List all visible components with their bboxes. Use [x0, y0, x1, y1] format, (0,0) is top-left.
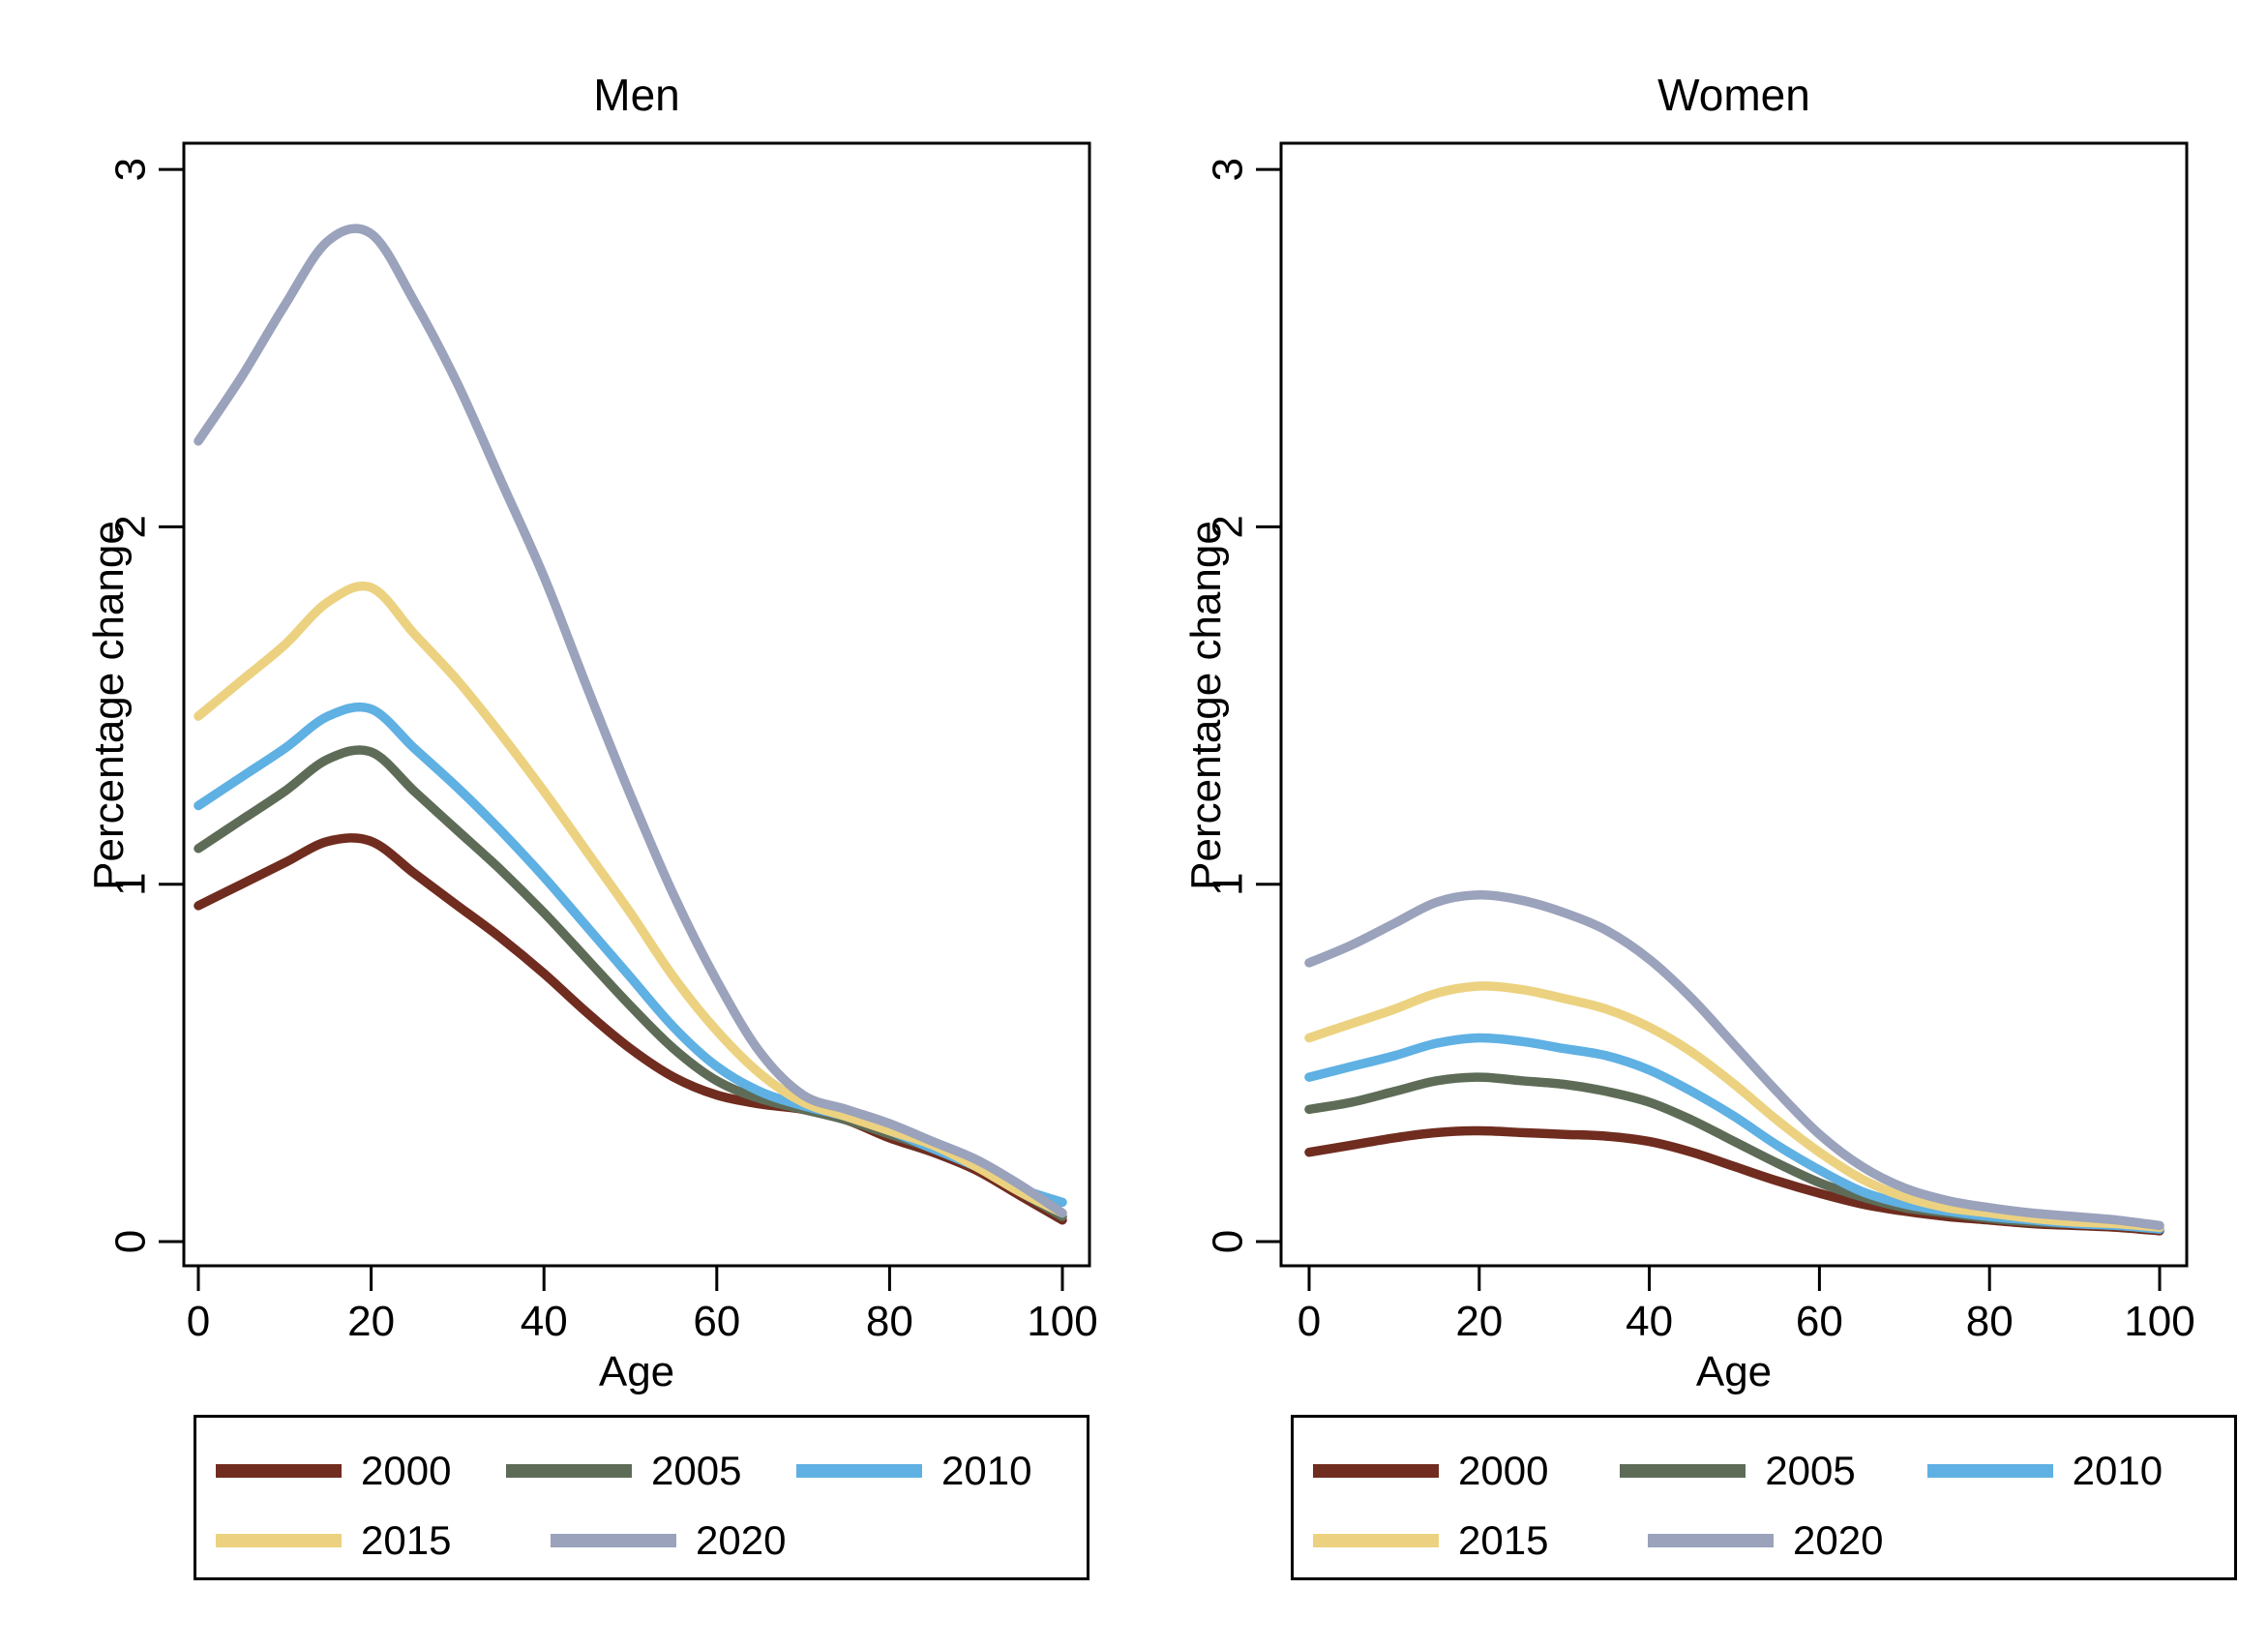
series-line-2015 [194, 582, 1067, 1218]
legend-swatch-2000 [1313, 1464, 1439, 1478]
legend-swatch-2005 [1620, 1464, 1746, 1478]
series-line-2015 [1304, 981, 2164, 1232]
legend-label: 2010 [2072, 1448, 2164, 1493]
legend-swatch-2005 [506, 1464, 632, 1478]
x-tick-label: 20 [347, 1298, 395, 1345]
legend-row: 2015 2020 [216, 1511, 1087, 1571]
x-tick-label: 40 [1626, 1298, 1673, 1345]
series-line-2010 [194, 702, 1067, 1208]
legend-swatch-2010 [1926, 1464, 2053, 1478]
y-tick-label: 0 [1205, 1230, 1252, 1253]
legend-swatch-2020 [551, 1534, 676, 1547]
legend-label: 2020 [696, 1517, 787, 1563]
legend-label: 2020 [1793, 1517, 1884, 1563]
legend-men: 2000 2005 2010 2015 2020 [194, 1415, 1089, 1580]
legend-item-2005: 2005 [1620, 1448, 1926, 1494]
legend-row: 2000 2005 2010 [216, 1441, 1087, 1501]
legend-item-2020: 2020 [1648, 1517, 1983, 1564]
legend-label: 2015 [361, 1517, 452, 1563]
x-tick-label: 40 [521, 1298, 568, 1345]
panel-title-men: Men [593, 70, 680, 120]
panel-title-women: Women [1657, 70, 1810, 120]
panel-women: 0 20 40 60 80 100 0 1 2 3 [1205, 141, 2195, 1345]
y-tick-label: 1 [1205, 872, 1252, 895]
series-line-2005 [1304, 1072, 2164, 1234]
legend-item-2000: 2000 [1313, 1448, 1620, 1494]
x-tick-label: 80 [1966, 1298, 2014, 1345]
legend-label: 2000 [361, 1448, 452, 1493]
legend-swatch-2015 [216, 1534, 342, 1547]
y-tick-label: 2 [1205, 515, 1252, 538]
series-line-2020 [194, 224, 1067, 1218]
legend-row: 2015 2020 [1313, 1511, 2234, 1571]
legend-item-2015: 2015 [1313, 1517, 1648, 1564]
x-tick-label: 0 [187, 1298, 210, 1345]
legend-label: 2010 [941, 1448, 1032, 1493]
legend-label: 2015 [1458, 1517, 1549, 1563]
legend-row: 2000 2005 2010 [1313, 1441, 2234, 1501]
x-axis-label-women: Age [1695, 1348, 1773, 1395]
plot-box [182, 141, 1091, 1268]
legend-item-2005: 2005 [506, 1448, 796, 1494]
y-tick-label: 0 [107, 1230, 155, 1253]
series-line-2020 [1304, 890, 2164, 1231]
y-tick-label: 1 [107, 872, 155, 895]
legend-label: 2005 [1765, 1448, 1856, 1493]
x-axis-label-men: Age [598, 1348, 675, 1395]
legend-label: 2000 [1458, 1448, 1549, 1493]
y-axis-label-men: Percentage change [85, 521, 133, 890]
legend-swatch-2000 [216, 1464, 342, 1478]
legend-item-2010: 2010 [1926, 1448, 2234, 1494]
x-tick-label: 60 [693, 1298, 740, 1345]
legend-swatch-2020 [1648, 1534, 1774, 1547]
x-tick-label: 20 [1455, 1298, 1503, 1345]
x-tick-label: 100 [1027, 1298, 1097, 1345]
legend-item-2010: 2010 [796, 1448, 1087, 1494]
legend-item-2000: 2000 [216, 1448, 506, 1494]
x-tick-label: 60 [1796, 1298, 1843, 1345]
legend-item-2015: 2015 [216, 1517, 551, 1564]
y-axis-label-women: Percentage change [1182, 521, 1230, 890]
legend-swatch-2010 [796, 1464, 922, 1478]
series-line-2000 [194, 833, 1067, 1225]
legend-label: 2005 [651, 1448, 742, 1493]
legend-swatch-2015 [1313, 1534, 1439, 1547]
plot-box [1279, 141, 2189, 1268]
legend-women: 2000 2005 2010 2015 2020 [1291, 1415, 2237, 1580]
panel-men: 0 20 40 60 80 100 0 1 2 3 [107, 141, 1098, 1345]
y-tick-label: 2 [107, 515, 155, 538]
x-tick-label: 80 [866, 1298, 913, 1345]
x-tick-label: 100 [2124, 1298, 2194, 1345]
y-tick-label: 3 [1205, 158, 1252, 181]
y-tick-label: 3 [107, 158, 155, 181]
legend-item-2020: 2020 [551, 1517, 885, 1564]
x-tick-label: 0 [1298, 1298, 1321, 1345]
